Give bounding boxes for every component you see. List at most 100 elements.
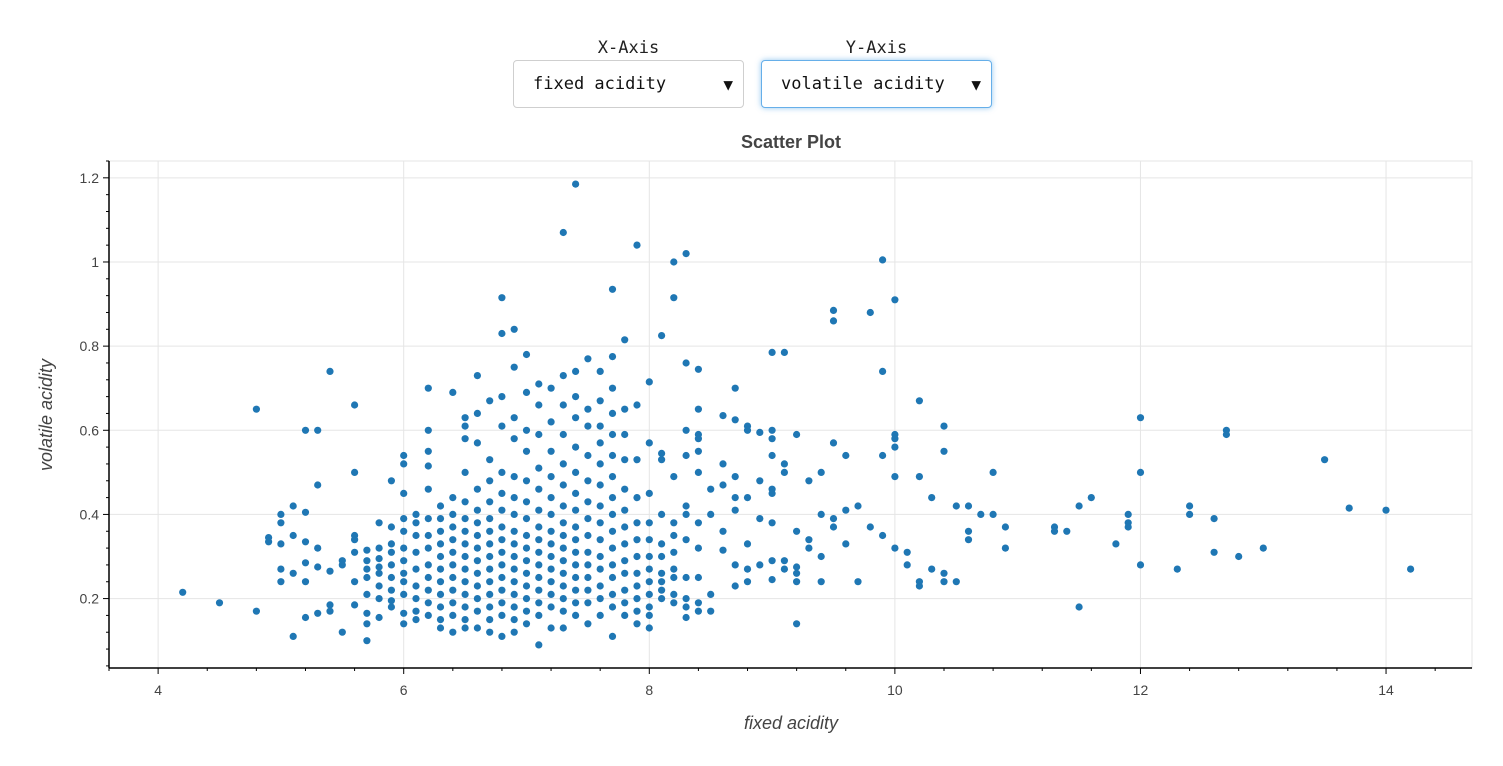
data-point [572, 180, 580, 188]
data-point [461, 616, 469, 624]
data-point [486, 527, 494, 535]
data-point [252, 607, 260, 615]
data-point [461, 552, 469, 561]
data-point [387, 523, 395, 531]
data-point [510, 494, 518, 502]
data-point [584, 355, 592, 363]
data-point [387, 561, 395, 569]
data-point [891, 296, 899, 304]
data-point [940, 422, 948, 430]
data-point [658, 456, 666, 464]
data-point [793, 620, 801, 628]
data-point [584, 515, 592, 523]
data-point [915, 582, 924, 590]
data-point [498, 611, 506, 620]
data-point [940, 578, 948, 586]
data-point [1075, 502, 1083, 510]
data-point [743, 494, 752, 502]
data-point [424, 599, 432, 607]
data-point [596, 582, 604, 590]
y-axis-select[interactable]: volatile acidity ▼ [761, 60, 992, 108]
data-point [535, 586, 543, 594]
data-point [412, 519, 420, 527]
data-point [1210, 515, 1218, 523]
data-point [522, 477, 531, 485]
data-point [1124, 510, 1132, 518]
data-point [743, 426, 752, 434]
x-tick-label: 14 [1378, 682, 1394, 698]
data-point [645, 603, 653, 611]
data-point [375, 544, 383, 552]
data-point [498, 523, 506, 531]
data-point [915, 397, 924, 405]
data-point [363, 620, 371, 628]
data-point [498, 489, 506, 497]
data-point [719, 412, 727, 420]
data-point [535, 380, 543, 388]
data-point [608, 430, 617, 439]
caret-down-icon: ▼ [723, 74, 733, 94]
data-point [547, 603, 555, 611]
data-point [461, 414, 469, 422]
data-point [596, 595, 604, 603]
x-axis-control: X-Axis fixed acidity ▼ [513, 36, 744, 108]
data-point [608, 384, 617, 392]
data-point [338, 561, 346, 569]
data-point [793, 563, 801, 571]
x-axis-select[interactable]: fixed acidity ▼ [513, 60, 744, 108]
data-point [1124, 523, 1132, 531]
data-point [424, 611, 432, 620]
data-point [424, 515, 432, 523]
data-point [522, 515, 531, 523]
data-point [621, 586, 629, 594]
data-point [461, 578, 469, 586]
data-point [608, 544, 617, 552]
data-point [707, 590, 715, 599]
grid-lines [108, 160, 1473, 669]
data-point [449, 611, 457, 620]
data-point [301, 538, 310, 546]
data-point [289, 502, 297, 510]
data-point [608, 527, 617, 535]
y-tick-label: 0.2 [80, 591, 100, 607]
data-point [559, 481, 567, 489]
data-point [461, 468, 469, 476]
y-tick-label: 0.6 [80, 422, 100, 438]
y-axis-title: volatile acidity [36, 358, 56, 471]
data-point [572, 414, 580, 422]
data-point [375, 569, 383, 577]
data-point [621, 430, 629, 439]
data-point [449, 628, 457, 636]
data-point [670, 258, 678, 266]
data-point [522, 557, 531, 565]
data-point [596, 397, 604, 405]
data-point [461, 422, 469, 430]
data-point [215, 599, 224, 607]
data-point [510, 628, 518, 636]
data-point [400, 460, 408, 468]
data-point [572, 367, 580, 375]
data-point [535, 430, 543, 439]
data-point [473, 624, 481, 632]
data-point [1136, 561, 1145, 569]
data-point [314, 609, 322, 617]
data-point [449, 494, 457, 502]
data-point [277, 519, 285, 527]
data-point [682, 502, 690, 510]
data-point [535, 523, 543, 531]
data-point [547, 418, 555, 426]
data-point [793, 430, 801, 439]
data-point [498, 548, 506, 556]
data-point [436, 590, 445, 599]
data-point [1136, 414, 1145, 422]
data-point [719, 481, 727, 489]
data-point [473, 439, 481, 447]
data-point [351, 468, 359, 476]
data-point [387, 548, 395, 556]
data-point [375, 595, 383, 603]
data-point [694, 468, 703, 476]
data-point [522, 582, 531, 590]
x-tick-label: 12 [1133, 682, 1149, 698]
data-point [498, 393, 506, 401]
data-point [694, 447, 703, 455]
